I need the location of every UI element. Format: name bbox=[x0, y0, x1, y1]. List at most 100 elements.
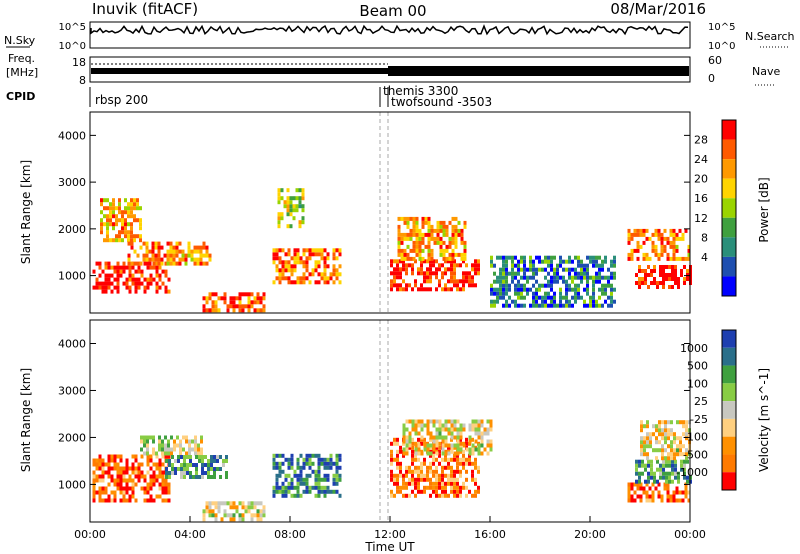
data-cell bbox=[390, 279, 393, 284]
data-cell bbox=[553, 303, 556, 308]
data-cell bbox=[435, 443, 439, 448]
data-cell bbox=[411, 423, 415, 428]
data-cell bbox=[673, 448, 676, 453]
data-cell bbox=[661, 452, 664, 457]
data-cell bbox=[194, 443, 197, 448]
colorbar-swatch bbox=[722, 472, 736, 490]
data-cell bbox=[133, 206, 136, 211]
data-cell bbox=[408, 435, 412, 440]
data-cell bbox=[106, 214, 109, 219]
data-cell bbox=[314, 493, 318, 498]
data-cell bbox=[633, 482, 637, 487]
data-cell bbox=[122, 470, 126, 475]
data-cell bbox=[289, 204, 293, 209]
data-cell bbox=[155, 466, 159, 471]
data-cell bbox=[489, 447, 493, 452]
data-cell bbox=[396, 485, 399, 490]
data-cell bbox=[672, 232, 676, 237]
colorbar-tick-label: -100 bbox=[683, 431, 708, 444]
data-cell bbox=[113, 454, 117, 459]
data-cell bbox=[435, 287, 438, 292]
data-cell bbox=[290, 256, 294, 261]
data-cell bbox=[511, 263, 514, 268]
data-cell bbox=[502, 255, 505, 260]
data-cell bbox=[598, 267, 601, 272]
data-cell bbox=[119, 265, 123, 270]
data-cell bbox=[293, 493, 297, 498]
data-cell bbox=[278, 248, 282, 253]
data-cell bbox=[661, 436, 664, 441]
data-cell bbox=[247, 296, 251, 301]
data-cell bbox=[550, 283, 553, 288]
data-cell bbox=[128, 277, 132, 282]
colorbar-tick-label: -1000 bbox=[676, 466, 708, 479]
data-cell bbox=[125, 486, 129, 491]
data-cell bbox=[439, 228, 443, 233]
data-cell bbox=[158, 435, 161, 440]
data-cell bbox=[651, 232, 655, 237]
data-cell bbox=[514, 263, 517, 268]
data-cell bbox=[610, 303, 613, 308]
data-cell bbox=[134, 285, 138, 290]
data-cell bbox=[161, 482, 165, 487]
y-tick-label: 2000 bbox=[58, 223, 86, 236]
data-cell bbox=[314, 268, 318, 273]
data-cell bbox=[256, 517, 260, 522]
data-cell bbox=[164, 261, 168, 266]
data-cell bbox=[444, 485, 447, 490]
data-cell bbox=[226, 308, 230, 313]
data-cell bbox=[613, 259, 616, 264]
data-cell bbox=[168, 475, 171, 479]
data-cell bbox=[217, 296, 221, 301]
data-cell bbox=[411, 477, 414, 482]
data-cell bbox=[170, 435, 173, 440]
data-cell bbox=[559, 259, 562, 264]
data-cell bbox=[577, 271, 580, 276]
data-cell bbox=[250, 513, 254, 518]
data-cell bbox=[662, 459, 665, 464]
data-cell bbox=[687, 244, 691, 249]
data-cell bbox=[571, 279, 574, 284]
data-cell bbox=[397, 224, 401, 229]
data-cell bbox=[161, 451, 164, 456]
data-cell bbox=[406, 244, 410, 249]
data-cell bbox=[292, 196, 296, 201]
data-cell bbox=[423, 423, 427, 428]
y-tick-label: 4000 bbox=[58, 129, 86, 142]
data-cell bbox=[444, 271, 447, 276]
data-cell bbox=[583, 263, 586, 268]
data-cell bbox=[396, 457, 399, 462]
data-cell bbox=[514, 271, 517, 276]
data-cell bbox=[574, 267, 577, 272]
data-cell bbox=[613, 275, 616, 280]
data-cell bbox=[118, 202, 121, 207]
data-cell bbox=[190, 249, 194, 254]
data-cell bbox=[456, 431, 460, 436]
data-cell bbox=[326, 252, 330, 257]
data-cell bbox=[302, 465, 306, 470]
data-cell bbox=[456, 279, 459, 284]
data-cell bbox=[423, 457, 426, 462]
data-cell bbox=[113, 498, 117, 503]
data-cell bbox=[95, 458, 99, 463]
data-cell bbox=[668, 277, 671, 281]
data-cell bbox=[673, 440, 676, 445]
data-cell bbox=[259, 308, 263, 313]
data-cell bbox=[154, 257, 158, 262]
data-cell bbox=[668, 273, 671, 277]
data-cell bbox=[592, 303, 595, 308]
data-cell bbox=[456, 469, 459, 474]
data-cell bbox=[523, 267, 526, 272]
data-cell bbox=[278, 260, 282, 265]
data-cell bbox=[329, 489, 333, 494]
data-cell bbox=[296, 461, 300, 466]
data-cell bbox=[189, 463, 192, 467]
data-cell bbox=[399, 287, 402, 292]
data-cell bbox=[183, 459, 186, 463]
data-cell bbox=[131, 494, 135, 499]
data-cell bbox=[396, 465, 399, 470]
data-cell bbox=[674, 463, 677, 468]
data-cell bbox=[459, 461, 462, 466]
data-cell bbox=[202, 296, 206, 301]
colorbar-swatch bbox=[722, 418, 736, 437]
